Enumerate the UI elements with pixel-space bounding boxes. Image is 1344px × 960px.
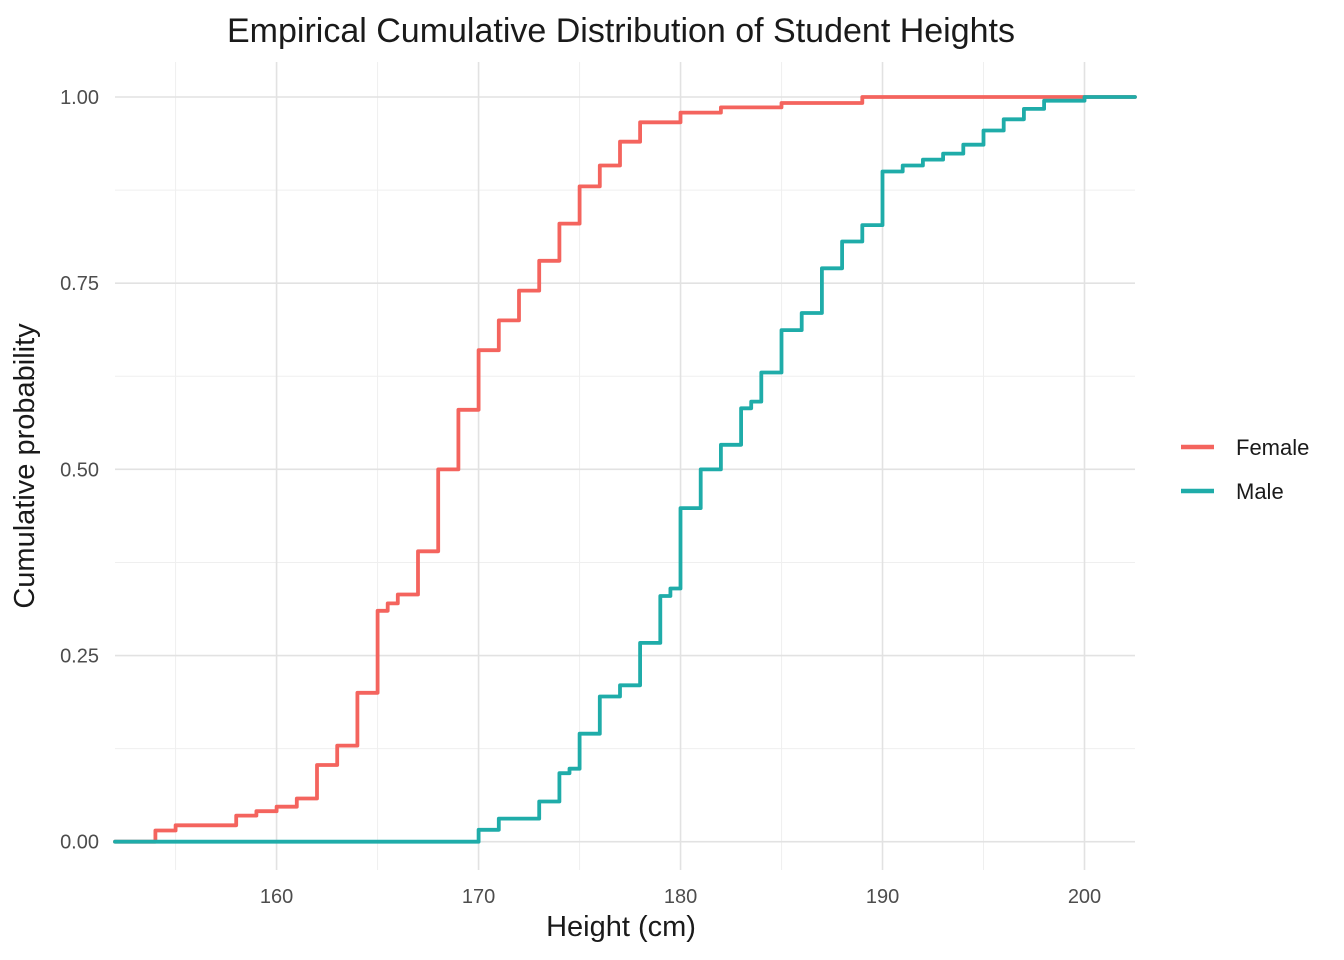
y-tick-label: 0.75 <box>60 273 99 295</box>
male-ecdf-line <box>113 95 1137 844</box>
y-tick-label: 0.00 <box>60 832 99 854</box>
x-axis-title: Height (cm) <box>546 911 696 943</box>
y-axis-title: Cumulative probability <box>9 323 41 609</box>
ecdf-series-group <box>113 95 1137 844</box>
y-tick-label: 0.50 <box>60 459 99 481</box>
female-ecdf-line <box>113 95 1137 844</box>
legend-label-male: Male <box>1236 479 1284 504</box>
x-tick-label: 170 <box>462 886 495 908</box>
grid-major-lines <box>115 62 1135 870</box>
y-tick-label: 0.25 <box>60 646 99 668</box>
legend-label-female: Female <box>1236 435 1309 460</box>
grid-minor-lines <box>115 62 1135 870</box>
y-tick-label: 1.00 <box>60 87 99 109</box>
axis-tick-labels: 160 170 180 190 200 0.00 0.25 0.50 0.75 1.00 <box>60 87 1101 908</box>
x-tick-label: 160 <box>260 886 293 908</box>
x-tick-label: 190 <box>866 886 899 908</box>
chart-title: Empirical Cumulative Distribution of Stu… <box>227 12 1015 50</box>
x-tick-label: 180 <box>664 886 697 908</box>
x-tick-label: 200 <box>1068 886 1101 908</box>
legend: Female Male <box>1181 435 1309 504</box>
